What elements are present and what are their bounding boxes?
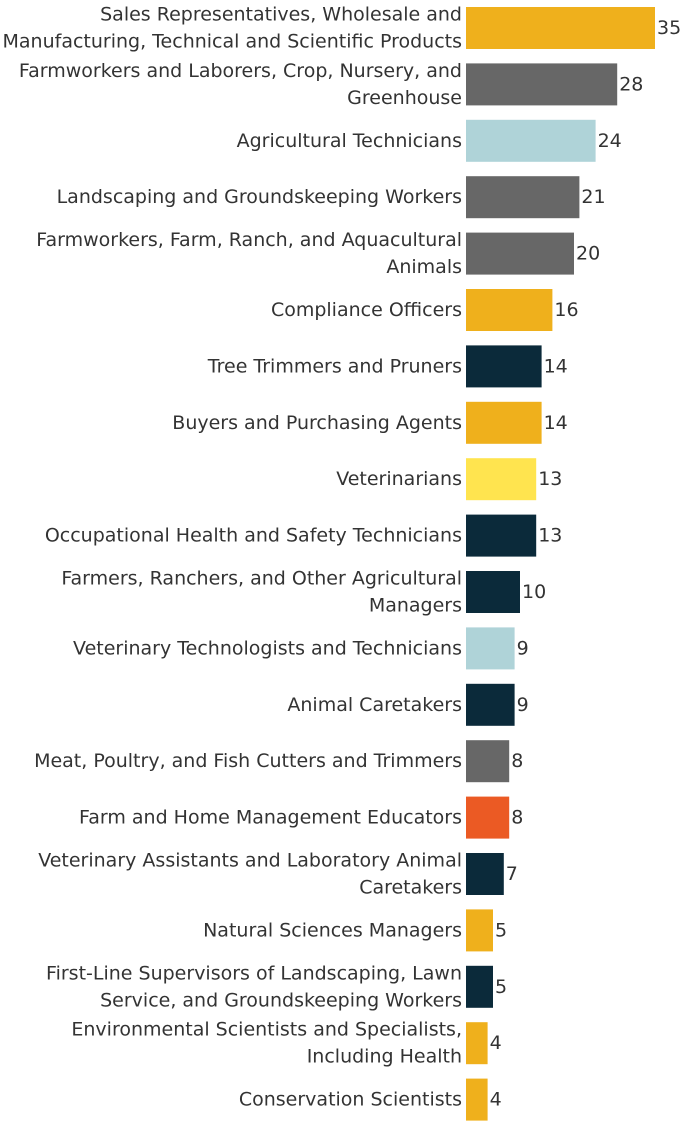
bar-15 — [466, 796, 510, 839]
category-label-12: Veterinary Technologists and Technicians — [73, 637, 462, 659]
category-label-4: Landscaping and Groundskeeping Workers — [57, 186, 462, 208]
bar-10 — [466, 514, 537, 557]
bar-12 — [466, 627, 515, 670]
bar-20 — [466, 1078, 488, 1121]
value-label-19: 4 — [490, 1032, 502, 1054]
value-label-10: 13 — [538, 525, 562, 547]
value-label-20: 4 — [490, 1089, 502, 1111]
bar-14 — [466, 740, 510, 783]
bar-17 — [466, 909, 493, 952]
value-label-18: 5 — [495, 976, 507, 998]
value-label-12: 9 — [517, 637, 529, 659]
bar-3 — [466, 119, 596, 162]
category-label-15: Farm and Home Management Educators — [79, 807, 462, 829]
value-label-5: 20 — [576, 243, 600, 265]
category-label-20: Conservation Scientists — [239, 1089, 462, 1111]
value-label-8: 14 — [544, 412, 568, 434]
bars — [466, 7, 655, 1121]
category-label-9: Veterinarians — [336, 468, 462, 490]
bar-18 — [466, 965, 493, 1008]
value-label-16: 7 — [506, 863, 518, 885]
category-label-1: Sales Representatives, Wholesale and Manu… — [3, 4, 462, 53]
category-label-5: Farmworkers, Farm, Ranch, and Aquacultur… — [36, 229, 462, 278]
category-label-18: First-Line Supervisors of Landscaping, L… — [46, 962, 462, 1011]
bar-11 — [466, 571, 520, 613]
value-label-13: 9 — [517, 694, 529, 716]
category-label-2: Farmworkers and Laborers, Crop, Nursery,… — [19, 60, 462, 109]
bar-8 — [466, 401, 542, 444]
bar-13 — [466, 683, 515, 726]
value-label-7: 14 — [544, 355, 568, 377]
bar-2 — [466, 63, 618, 106]
category-label-14: Meat, Poultry, and Fish Cutters and Trim… — [34, 750, 462, 772]
bar-5 — [466, 232, 574, 275]
value-label-15: 8 — [511, 807, 523, 829]
value-label-2: 28 — [619, 73, 643, 95]
category-label-7: Tree Trimmers and Pruners — [207, 355, 462, 377]
value-label-17: 5 — [495, 919, 507, 941]
category-label-16: Veterinary Assistants and Laboratory Ani… — [38, 850, 462, 899]
category-label-8: Buyers and Purchasing Agents — [172, 412, 462, 434]
category-label-6: Compliance Officers — [271, 299, 462, 321]
value-label-1: 35 — [657, 17, 681, 39]
bar-19 — [466, 1022, 488, 1065]
value-label-9: 13 — [538, 468, 562, 490]
category-labels: Sales Representatives, Wholesale and Manu… — [3, 4, 462, 1111]
bar-1 — [466, 7, 655, 49]
value-label-4: 21 — [581, 186, 605, 208]
value-label-11: 10 — [522, 581, 546, 603]
category-label-17: Natural Sciences Managers — [203, 919, 462, 941]
category-label-11: Farmers, Ranchers, and Other Agricultura… — [61, 568, 462, 617]
category-label-19: Environmental Scientists and Specialists… — [71, 1019, 462, 1068]
value-label-14: 8 — [511, 750, 523, 772]
bar-7 — [466, 345, 542, 388]
value-label-6: 16 — [554, 299, 578, 321]
bar-6 — [466, 289, 553, 331]
bar-9 — [466, 458, 537, 501]
bar-4 — [466, 176, 580, 219]
value-labels: 35 28 24 21 20 16 14 14 13 13 10 9 9 8 8 7 5 5 4 4 — [490, 17, 682, 1111]
category-label-3: Agricultural Technicians — [237, 130, 462, 152]
bar-16 — [466, 853, 504, 895]
value-label-3: 24 — [598, 130, 622, 152]
category-label-13: Animal Caretakers — [287, 694, 462, 716]
category-label-10: Occupational Health and Safety Technicia… — [45, 525, 462, 547]
